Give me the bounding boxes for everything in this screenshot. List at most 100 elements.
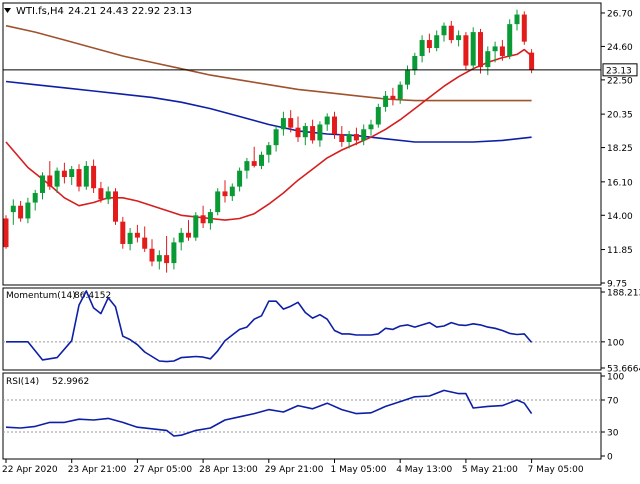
- time-tick-label: 27 Apr 05:00: [133, 465, 192, 475]
- candle-body: [295, 127, 301, 138]
- rsi-tick-label: 30: [607, 429, 619, 439]
- price-tick-label: 16.10: [607, 178, 633, 188]
- candle-body: [353, 134, 359, 141]
- candle-body: [383, 95, 389, 107]
- candle-body: [434, 35, 440, 49]
- candle-body: [164, 255, 170, 264]
- candle-body: [10, 205, 16, 213]
- rsi-panel: RSI(14) 52.9962 100 70 30 0: [2, 372, 624, 463]
- mid-moving-average-line: [5, 80, 532, 143]
- candle-body: [514, 14, 520, 25]
- candle-body: [229, 186, 235, 197]
- price-panel: 26.70 24.60 22.50 20.35 18.25 16.10 14.00 11.85…: [2, 2, 638, 290]
- candle-body: [463, 35, 469, 66]
- time-tick-label: 7 May 05:00: [528, 465, 584, 475]
- candle-body: [492, 46, 498, 52]
- candle-body: [361, 129, 367, 141]
- rsi-axis: 100 70 30 0: [601, 373, 624, 463]
- candle-body: [485, 51, 491, 68]
- momentum-tick-label: 100: [607, 338, 624, 348]
- candle-body: [69, 169, 75, 178]
- candle-body: [368, 124, 374, 130]
- candle-body: [499, 46, 505, 56]
- price-tick-label: 14.00: [607, 212, 633, 222]
- candle-body: [259, 154, 264, 166]
- rsi-tick-label: 70: [607, 397, 619, 407]
- rsi-panel-frame: [2, 372, 602, 460]
- triangle-down-icon[interactable]: [4, 8, 11, 13]
- candle-body: [134, 232, 140, 238]
- candle-body: [324, 116, 330, 125]
- candle-body: [61, 170, 67, 178]
- candle-body: [76, 169, 82, 187]
- candle-body: [32, 192, 38, 203]
- candle-body: [47, 175, 53, 187]
- candle-body: [237, 170, 243, 187]
- candle-body: [426, 40, 432, 49]
- momentum-axis: 188.2132 100 53.6664: [601, 289, 640, 375]
- price-tick-label: 11.85: [607, 246, 633, 256]
- candle-body: [127, 232, 133, 244]
- candle-body: [113, 191, 118, 222]
- price-panel-frame: [2, 2, 602, 286]
- time-tick-label: 22 Apr 2020: [2, 465, 58, 475]
- momentum-value: 86.4152: [74, 291, 111, 301]
- price-tick-label: 26.70: [607, 9, 633, 19]
- time-axis: 22 Apr 2020 23 Apr 21:00 27 Apr 05:00 28 Ap…: [2, 459, 584, 475]
- candle-body: [470, 32, 476, 66]
- time-tick-label: 4 May 13:00: [396, 465, 452, 475]
- candle-body: [288, 118, 294, 128]
- candle-body: [193, 215, 199, 238]
- candle-body: [18, 205, 24, 219]
- time-tick-label: 1 May 05:00: [331, 465, 387, 475]
- time-tick-label: 29 Apr 21:00: [265, 465, 324, 475]
- time-tick-label: 28 Apr 13:00: [199, 465, 258, 475]
- momentum-tick-label: 53.6664: [607, 365, 640, 375]
- candle-body: [456, 35, 462, 41]
- candle-body: [54, 170, 60, 187]
- candle-body: [149, 248, 155, 262]
- momentum-tick-label: 188.2132: [607, 289, 640, 299]
- rsi-tick-label: 0: [607, 453, 613, 463]
- candle-body: [25, 202, 31, 219]
- time-tick-label: 23 Apr 21:00: [68, 465, 127, 475]
- candle-body: [412, 55, 418, 71]
- rsi-line: [3, 389, 601, 437]
- candle-body: [120, 221, 126, 244]
- candle-body: [83, 165, 89, 187]
- candle-body: [244, 161, 250, 171]
- candle-body: [310, 126, 316, 141]
- candle-body: [507, 24, 513, 56]
- current-price-tag: [602, 63, 638, 77]
- candle-body: [478, 32, 483, 68]
- candle-body: [317, 124, 323, 141]
- candle-body: [3, 218, 9, 248]
- candle-body: [375, 106, 381, 125]
- candle-body: [448, 25, 454, 41]
- candle-body: [171, 242, 177, 264]
- candle-body: [397, 84, 403, 99]
- candle-body: [273, 129, 279, 146]
- candle-body: [280, 118, 286, 130]
- slow-moving-average-line: [5, 24, 532, 102]
- price-tick-label: 24.60: [607, 43, 633, 53]
- rsi-name: RSI(14): [6, 377, 39, 387]
- candle-body: [419, 40, 425, 56]
- candle-body: [156, 255, 162, 262]
- momentum-name: Momentum(14): [6, 291, 76, 301]
- candle-body: [521, 14, 527, 42]
- price-tick-label: 22.50: [607, 76, 633, 86]
- ohlc-readout: 24.21 24.43 22.92 23.13: [68, 6, 192, 17]
- momentum-series-line: [6, 290, 533, 363]
- candle-body: [91, 165, 97, 189]
- candle-body: [142, 237, 148, 249]
- candle-body: [251, 161, 257, 166]
- candle-body: [332, 116, 337, 135]
- candle-body: [441, 25, 447, 36]
- momentum-line: [3, 290, 601, 363]
- candle-body: [105, 191, 111, 200]
- price-axis: 26.70 24.60 22.50 20.35 18.25 16.10 14.00 11.85…: [601, 9, 633, 290]
- candle-body: [302, 126, 308, 138]
- candle-body: [178, 232, 184, 243]
